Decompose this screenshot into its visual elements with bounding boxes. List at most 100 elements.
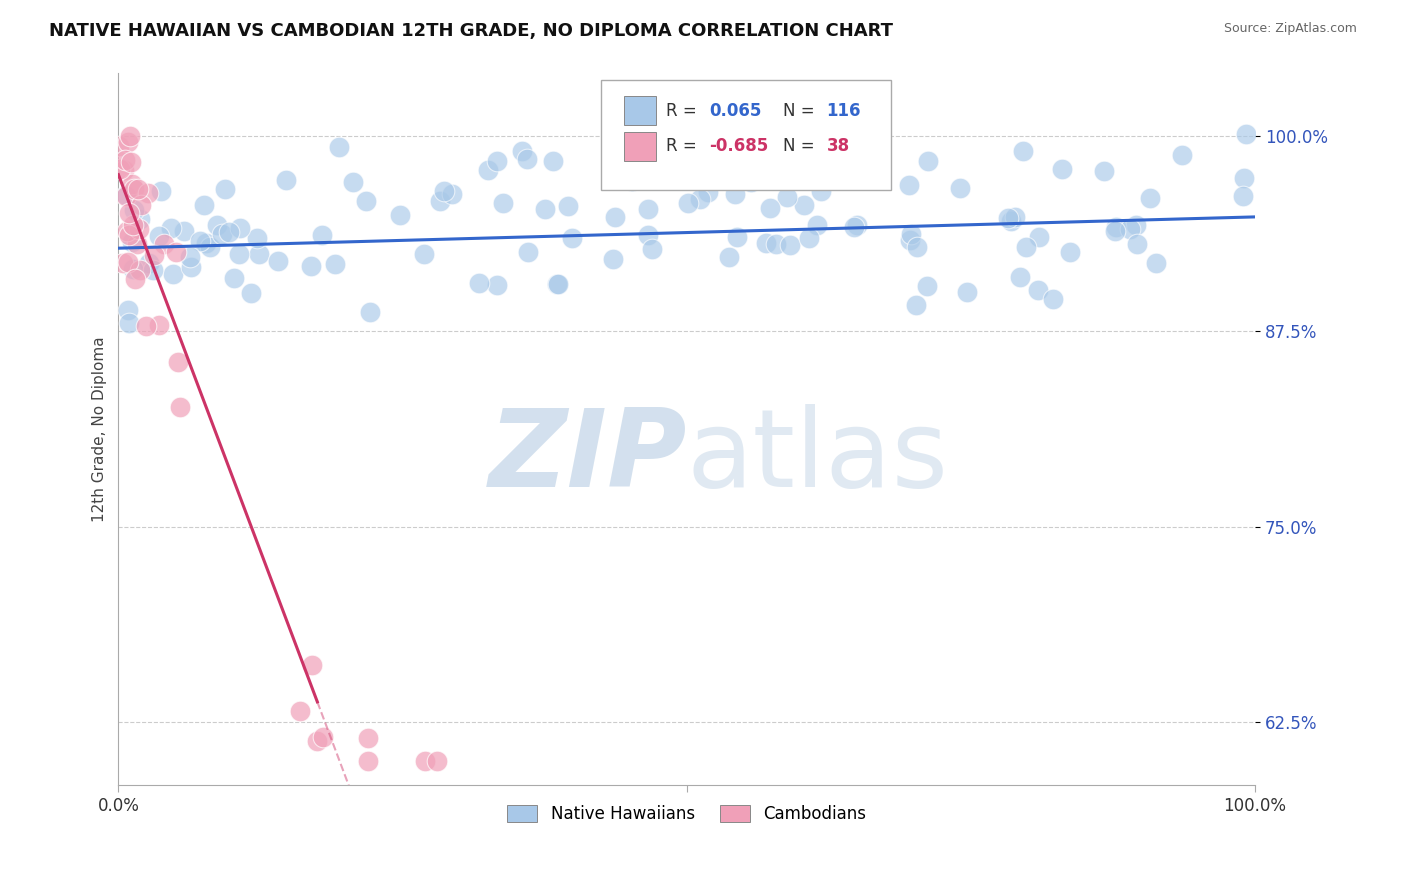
- Point: [211, 227, 233, 241]
- Point: [1139, 191, 1161, 205]
- Point: [124, 203, 146, 218]
- Point: [124, 182, 146, 196]
- Point: [240, 286, 263, 301]
- Point: [188, 234, 211, 248]
- Point: [1000, 213, 1022, 227]
- Point: [222, 271, 245, 285]
- Point: [121, 177, 143, 191]
- Text: NATIVE HAWAIIAN VS CAMBODIAN 12TH GRADE, NO DIPLOMA CORRELATION CHART: NATIVE HAWAIIAN VS CAMBODIAN 12TH GRADE,…: [49, 22, 893, 40]
- Point: [129, 212, 152, 227]
- Point: [441, 187, 464, 202]
- Point: [603, 210, 626, 224]
- Point: [115, 189, 138, 203]
- Point: [118, 316, 141, 330]
- Point: [108, 139, 131, 153]
- Point: [389, 208, 412, 222]
- Point: [118, 228, 141, 243]
- Point: [637, 202, 659, 216]
- FancyBboxPatch shape: [624, 132, 657, 161]
- Point: [229, 220, 252, 235]
- Point: [120, 155, 142, 169]
- Point: [641, 242, 664, 256]
- Point: [1234, 127, 1257, 141]
- Point: [905, 298, 928, 312]
- Point: [198, 240, 221, 254]
- Point: [413, 754, 436, 768]
- Point: [602, 252, 624, 267]
- Point: [1125, 218, 1147, 232]
- Point: [740, 175, 762, 189]
- Text: atlas: atlas: [686, 404, 949, 510]
- Point: [118, 205, 141, 219]
- Point: [718, 250, 741, 264]
- FancyBboxPatch shape: [602, 80, 891, 190]
- Point: [905, 240, 928, 254]
- Point: [678, 196, 700, 211]
- Point: [173, 224, 195, 238]
- Point: [1233, 170, 1256, 185]
- Point: [779, 238, 801, 252]
- Point: [165, 244, 187, 259]
- Point: [307, 734, 329, 748]
- Point: [117, 135, 139, 149]
- Point: [148, 318, 170, 333]
- Point: [195, 236, 218, 251]
- Point: [426, 754, 449, 768]
- Point: [214, 182, 236, 196]
- Legend: Native Hawaiians, Cambodians: Native Hawaiians, Cambodians: [501, 798, 873, 830]
- Point: [117, 255, 139, 269]
- Point: [846, 218, 869, 232]
- FancyBboxPatch shape: [624, 96, 657, 125]
- Point: [797, 231, 820, 245]
- Point: [621, 174, 644, 188]
- Point: [142, 247, 165, 261]
- Text: ZIP: ZIP: [488, 404, 686, 510]
- Point: [686, 157, 709, 171]
- Point: [218, 225, 240, 239]
- Point: [1104, 224, 1126, 238]
- Point: [546, 277, 568, 291]
- Point: [755, 236, 778, 251]
- Point: [413, 247, 436, 261]
- Point: [1010, 269, 1032, 284]
- Point: [129, 198, 152, 212]
- Point: [915, 278, 938, 293]
- Point: [152, 237, 174, 252]
- Point: [897, 178, 920, 192]
- Point: [359, 305, 381, 319]
- Point: [637, 227, 659, 242]
- Point: [1144, 256, 1167, 270]
- Text: N =: N =: [783, 102, 820, 120]
- Point: [249, 247, 271, 261]
- Text: N =: N =: [783, 137, 820, 155]
- Point: [301, 658, 323, 673]
- Point: [724, 186, 747, 201]
- Y-axis label: 12th Grade, No Diploma: 12th Grade, No Diploma: [93, 336, 107, 522]
- Point: [299, 259, 322, 273]
- Point: [311, 227, 333, 242]
- Point: [166, 355, 188, 369]
- Point: [127, 182, 149, 196]
- Point: [124, 272, 146, 286]
- Point: [1126, 236, 1149, 251]
- Point: [516, 245, 538, 260]
- Point: [121, 235, 143, 250]
- Point: [169, 400, 191, 414]
- Point: [121, 219, 143, 233]
- Point: [1050, 162, 1073, 177]
- Point: [842, 219, 865, 234]
- Point: [557, 199, 579, 213]
- Point: [328, 140, 350, 154]
- Text: -0.685: -0.685: [710, 137, 769, 155]
- Point: [115, 224, 138, 238]
- Point: [354, 194, 377, 209]
- Point: [486, 154, 509, 169]
- Text: R =: R =: [666, 137, 702, 155]
- Point: [547, 277, 569, 291]
- Point: [1059, 244, 1081, 259]
- Point: [108, 162, 131, 177]
- Point: [138, 186, 160, 201]
- Point: [342, 175, 364, 189]
- Point: [245, 231, 267, 245]
- Point: [162, 267, 184, 281]
